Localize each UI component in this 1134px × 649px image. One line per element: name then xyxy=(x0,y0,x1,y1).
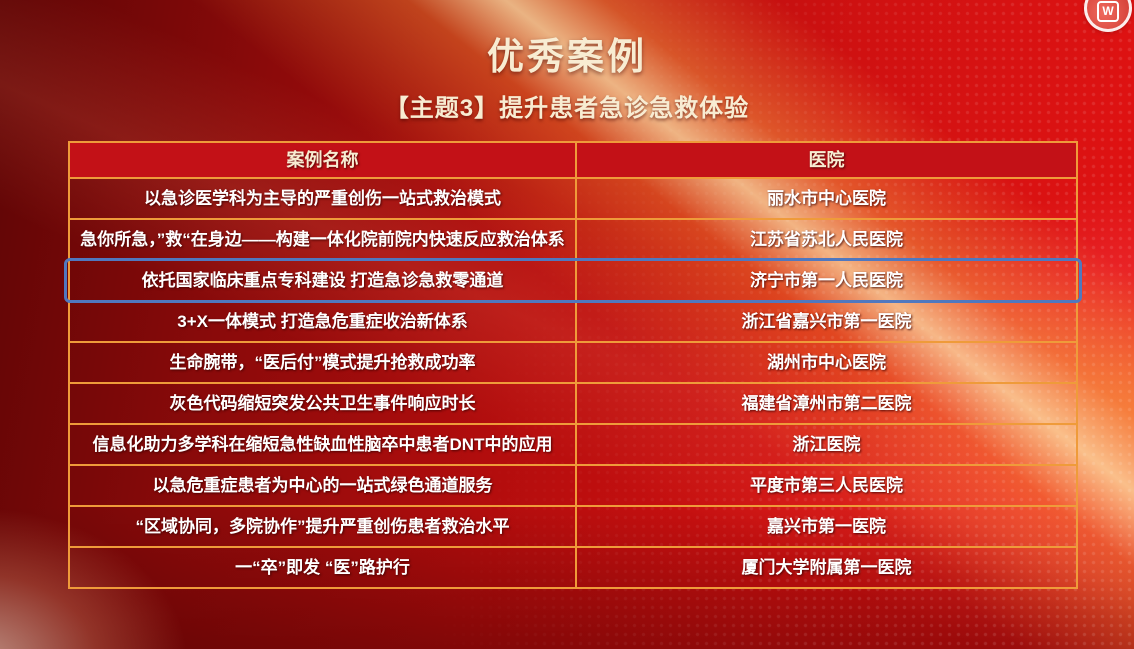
case-name-cell: 3+X一体模式 打造急危重症收治新体系 xyxy=(70,302,577,341)
table-row: 急你所急，”救“在身边——构建一体化院前院内快速反应救治体系 江苏省苏北人民医院 xyxy=(70,218,1076,259)
hospital-cell: 江苏省苏北人民医院 xyxy=(750,229,903,249)
hospital-cell: 厦门大学附属第一医院 xyxy=(741,557,912,577)
hospital-cell: 济宁市第一人民医院 xyxy=(750,270,903,290)
case-name-cell: 一“卒”即发 “医”路护行 xyxy=(70,548,577,587)
hospital-cell: 浙江省嘉兴市第一医院 xyxy=(741,311,912,331)
hospital-cell: 丽水市中心医院 xyxy=(767,188,886,208)
case-name-cell: 生命腕带，“医后付”模式提升抢救成功率 xyxy=(70,343,577,382)
table-row: 生命腕带，“医后付”模式提升抢救成功率 湖州市中心医院 xyxy=(70,341,1076,382)
case-name-cell: 以急诊医学科为主导的严重创伤一站式救治模式 xyxy=(70,179,577,218)
table-header-row: 案例名称 医院 xyxy=(70,143,1076,177)
table-row: 以急诊医学科为主导的严重创伤一站式救治模式 丽水市中心医院 xyxy=(70,177,1076,218)
slide-subtitle: 【主题3】提升患者急诊急救体验 xyxy=(384,95,750,122)
case-name-cell: 依托国家临床重点专科建设 打造急诊急救零通道 xyxy=(70,261,577,300)
case-name-cell: 信息化助力多学科在缩短急性缺血性脑卒中患者DNT中的应用 xyxy=(70,425,577,464)
case-name-cell: “区域协同，多院协作”提升严重创伤患者救治水平 xyxy=(70,507,577,546)
cases-table: 案例名称 医院 以急诊医学科为主导的严重创伤一站式救治模式 丽水市中心医院 急你… xyxy=(64,141,1082,589)
case-name-cell: 以急危重症患者为中心的一站式绿色通道服务 xyxy=(70,466,577,505)
page-title: 优秀案例 xyxy=(487,36,647,77)
table-row: 一“卒”即发 “医”路护行 厦门大学附属第一医院 xyxy=(70,546,1076,587)
watermark-letter: W xyxy=(1097,1,1119,22)
hospital-cell: 湖州市中心医院 xyxy=(767,352,886,372)
hospital-cell: 平度市第三人民医院 xyxy=(750,475,903,495)
watermark-logo-icon: W xyxy=(1084,0,1132,32)
highlighted-table-row: 依托国家临床重点专科建设 打造急诊急救零通道 济宁市第一人民医院 xyxy=(64,258,1082,303)
case-name-cell: 灰色代码缩短突发公共卫生事件响应时长 xyxy=(70,384,577,423)
table-row: 3+X一体模式 打造急危重症收治新体系 浙江省嘉兴市第一医院 xyxy=(70,300,1076,341)
table-row: 灰色代码缩短突发公共卫生事件响应时长 福建省漳州市第二医院 xyxy=(70,382,1076,423)
hospital-cell: 浙江医院 xyxy=(792,434,861,454)
table-row: “区域协同，多院协作”提升严重创伤患者救治水平 嘉兴市第一医院 xyxy=(70,505,1076,546)
hospital-cell: 福建省漳州市第二医院 xyxy=(741,393,912,413)
table-row: 信息化助力多学科在缩短急性缺血性脑卒中患者DNT中的应用 浙江医院 xyxy=(70,423,1076,464)
header-hospital: 医院 xyxy=(808,149,845,170)
table-row: 以急危重症患者为中心的一站式绿色通道服务 平度市第三人民医院 xyxy=(70,464,1076,505)
hospital-cell: 嘉兴市第一医院 xyxy=(767,516,886,536)
case-name-cell: 急你所急，”救“在身边——构建一体化院前院内快速反应救治体系 xyxy=(70,220,577,259)
header-case-name: 案例名称 xyxy=(70,143,577,177)
